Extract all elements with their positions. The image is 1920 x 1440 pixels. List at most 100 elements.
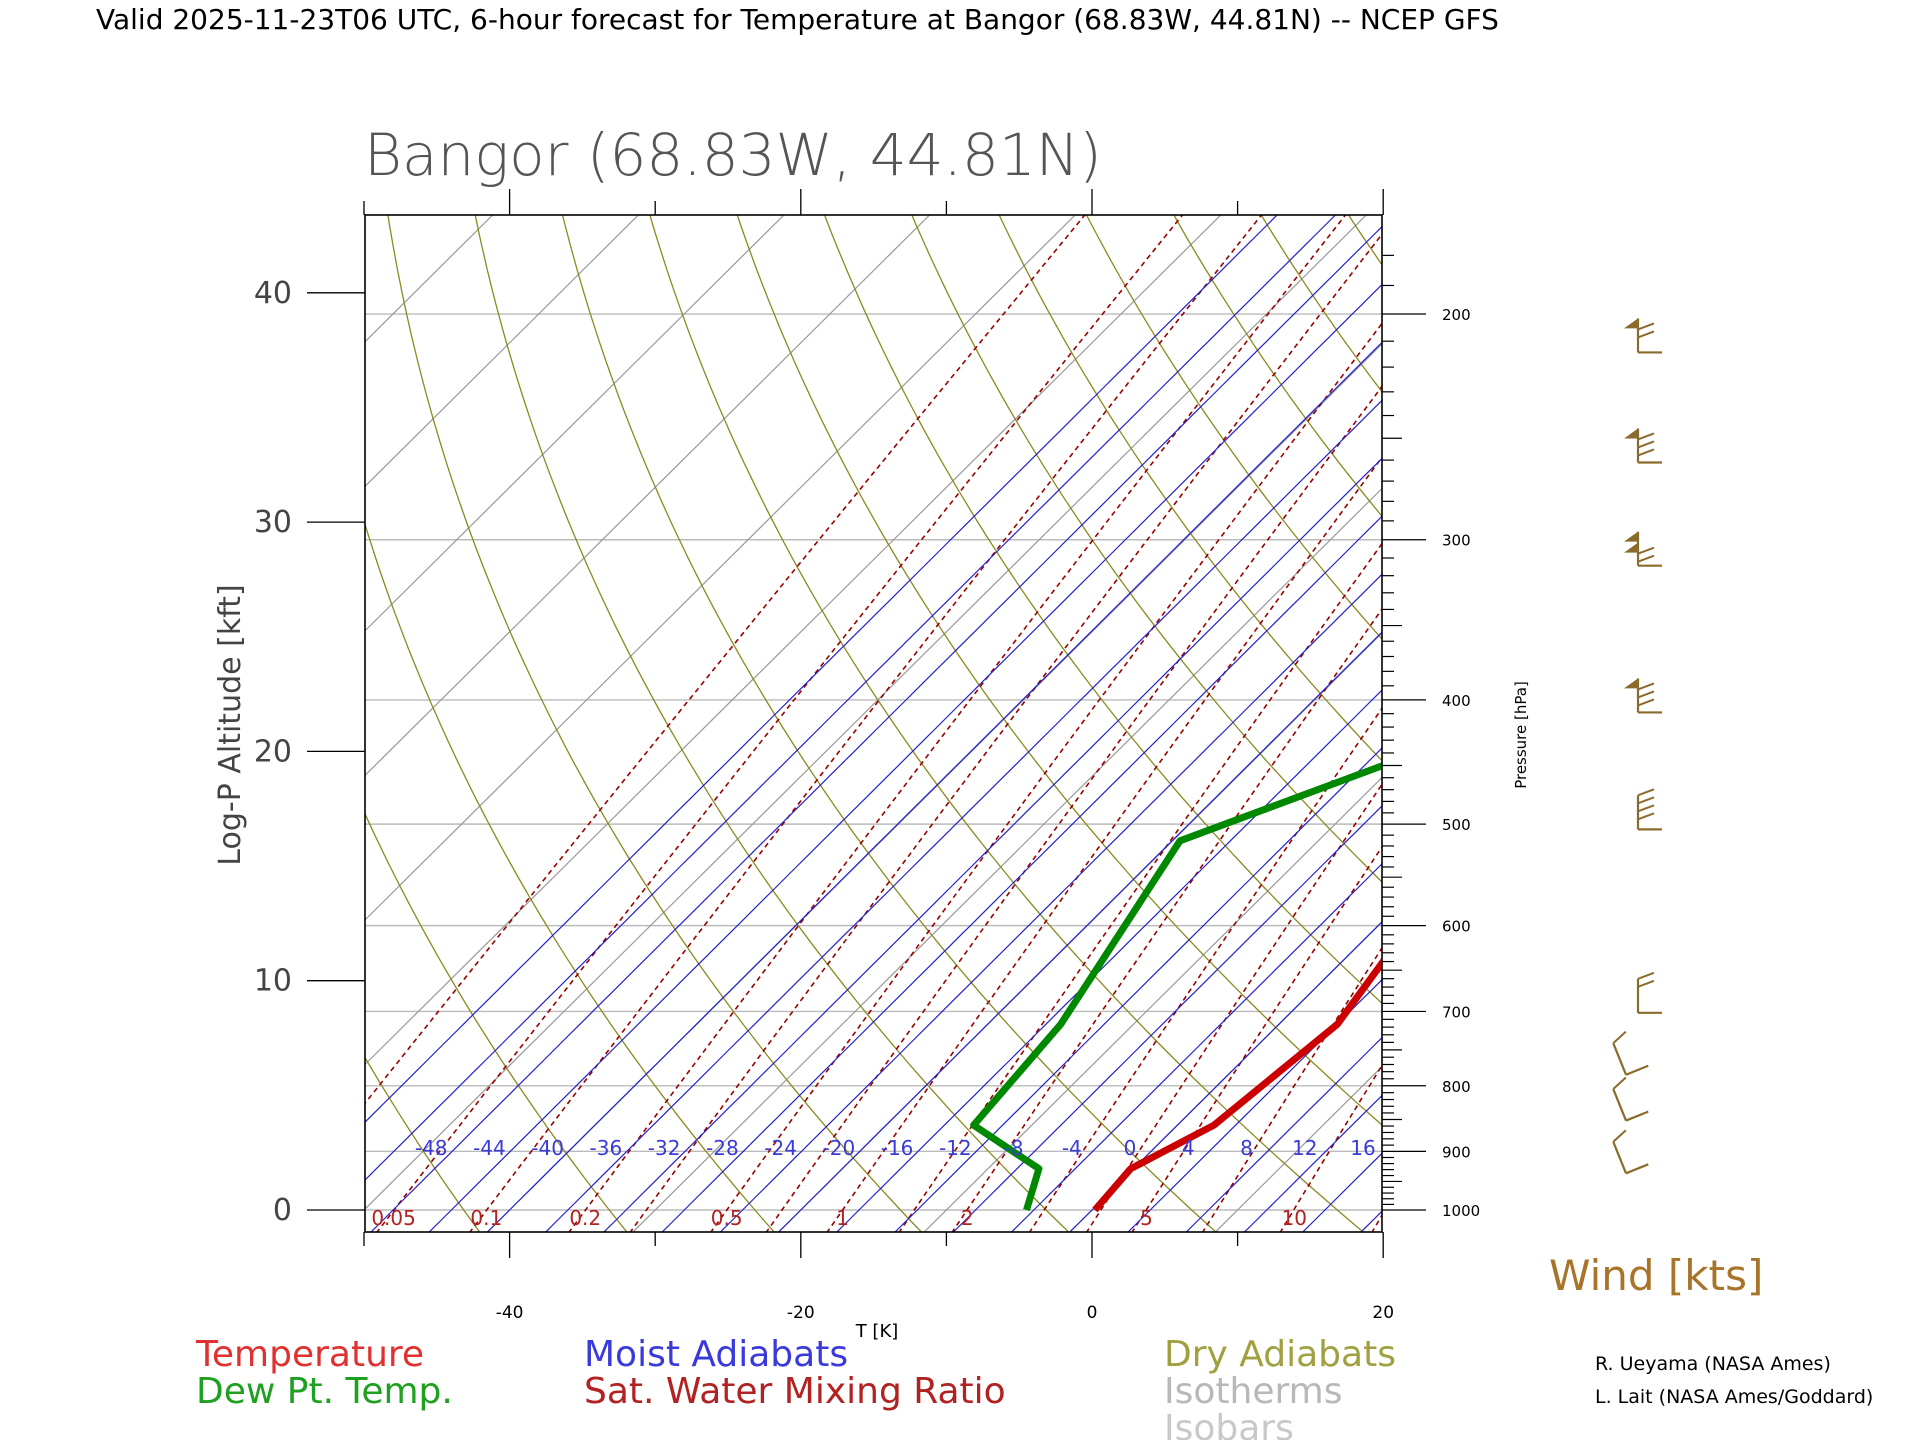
chart-title: Bangor (68.83W, 44.81N): [364, 121, 1102, 189]
wind-barb-feather: [1637, 979, 1655, 988]
wind-barb-glyph: [1636, 788, 1662, 831]
moist-adiabat-line: [1068, 920, 1382, 1232]
mixing-ratio-line: [826, 455, 1382, 1232]
wind-barb: [1636, 788, 1662, 831]
dry-adiabat-line: [649, 215, 1365, 1232]
wind-barb: [1636, 971, 1662, 1014]
y-tick-label: 20: [254, 734, 292, 769]
wind-barb-glyph: [1624, 678, 1662, 714]
wind-barb-feather: [1637, 788, 1655, 797]
moist-adiabat-line: [1477, 213, 1920, 1233]
plot-frame: [307, 189, 1426, 1258]
credit-2: L. Lait (NASA Ames/Goddard): [1595, 1386, 1873, 1408]
wind-barb-glyph: [1612, 1076, 1649, 1122]
moist-adiabat-label: -40: [531, 1136, 564, 1160]
dry-adiabat-line: [1696, 213, 1920, 1233]
background-lines: [0, 213, 1920, 1233]
legend-moist-adiabats: Moist Adiabats: [584, 1334, 848, 1375]
legend-mixing-ratio: Sat. Water Mixing Ratio: [584, 1371, 1006, 1412]
wind-barb-staff: [1612, 1042, 1628, 1076]
mixing-ratio-line: [709, 322, 1382, 1232]
mixing-ratio-label: 1: [836, 1206, 849, 1230]
credit-1: R. Ueyama (NASA Ames): [1595, 1353, 1831, 1375]
wind-barb: [1624, 318, 1662, 354]
wind-barb-staff: [1612, 1141, 1628, 1174]
wind-barb-feather: [1637, 448, 1655, 457]
temperature-line: [1092, 957, 1382, 1213]
x-tick-label: -40: [496, 1303, 524, 1323]
dry-adiabat-line: [1173, 215, 1382, 518]
moist-adiabat-label: 16: [1350, 1136, 1375, 1160]
wind-barb-pennant: [1624, 428, 1638, 439]
mixing-ratio-label: 10: [1282, 1206, 1307, 1230]
moist-adiabat-label: -32: [648, 1136, 681, 1160]
moist-adiabat-label: 4: [1182, 1136, 1195, 1160]
pressure-tick-label: 500: [1442, 816, 1471, 834]
moist-adiabat-line: [603, 457, 1382, 1232]
moist-adiabat-line: [894, 747, 1382, 1232]
wind-barb-feather: [1637, 971, 1655, 980]
legend-temperature: Temperature: [195, 1334, 424, 1375]
y-axis-label: Log-P Altitude [kft]: [213, 584, 248, 865]
wind-barb: [1612, 1030, 1649, 1076]
wind-barb-feather: [1637, 440, 1655, 449]
wind-barb-feather: [1637, 554, 1655, 563]
pressure-tick-label: 700: [1442, 1003, 1471, 1021]
wind-barb-feather: [1637, 322, 1655, 331]
wind-barb: [1612, 1129, 1649, 1175]
wind-barb-feather: [1637, 690, 1655, 699]
dry-adiabat-line: [0, 213, 186, 1233]
legend-dry-adiabats: Dry Adiabats: [1164, 1334, 1396, 1375]
wind-barb-feather: [1612, 1030, 1627, 1044]
moist-adiabat-line: [1127, 978, 1382, 1232]
wind-barb-feather: [1637, 796, 1655, 805]
y-tick-label: 30: [254, 505, 292, 540]
mixing-ratio-label: 2: [961, 1206, 974, 1230]
x-tick-label: 20: [1372, 1303, 1394, 1323]
mixing-ratio-line: [1028, 706, 1382, 1232]
wind-barb-feather: [1637, 432, 1655, 441]
moist-adiabat-label: -12: [939, 1136, 972, 1160]
y-tick-label: 0: [273, 1193, 292, 1228]
wind-barb-feather: [1637, 330, 1655, 339]
y2-axis-label: Pressure [hPa]: [1512, 681, 1530, 789]
wind-barb-feather: [1637, 804, 1655, 813]
dry-adiabat-line: [1783, 213, 1920, 1233]
wind-barb-pennant: [1624, 531, 1638, 542]
dry-adiabat-line: [1521, 213, 1920, 1233]
mixing-ratio-label: 0.05: [371, 1206, 416, 1230]
wind-barb: [1624, 428, 1662, 464]
wind-barb-glyph: [1624, 531, 1662, 567]
dry-adiabat-line: [1085, 215, 1382, 641]
isotherm-line: [923, 776, 1382, 1232]
pressure-tick-label: 900: [1442, 1143, 1471, 1161]
wind-barb-feather: [1637, 682, 1655, 691]
x-tick-label: -20: [787, 1303, 815, 1323]
dry-adiabat-line: [823, 215, 1382, 1005]
moist-adiabat-line: [365, 215, 1278, 1123]
wind-barb-glyph: [1636, 971, 1662, 1014]
pressure-tick-label: 800: [1442, 1078, 1471, 1096]
mixing-ratio-line: [365, 215, 1086, 1105]
moist-adiabat-line: [952, 805, 1382, 1232]
moist-adiabat-label: 12: [1292, 1136, 1317, 1160]
wind-barb-staff: [1612, 1088, 1628, 1121]
wind-barb: [1624, 678, 1662, 714]
wind-barb-feather: [1637, 698, 1655, 707]
axis-texts: -40 -20 0 200102030401000900800700600500400…: [254, 276, 1480, 1323]
isotherm-line: [365, 215, 1368, 1210]
moist-adiabat-label: -8: [1004, 1136, 1024, 1160]
dry-adiabat-line: [1870, 213, 1920, 1233]
dry-adiabat-line: [365, 522, 776, 1232]
dry-adiabat-line: [1434, 213, 1920, 1233]
mixing-ratio-line: [629, 233, 1382, 1232]
dry-adiabat-line: [1260, 215, 1382, 393]
mixing-ratio-line: [765, 385, 1382, 1232]
mixing-ratio-line: [1279, 1063, 1382, 1232]
moist-adiabat-line: [777, 631, 1382, 1232]
wind-barb-glyph: [1624, 428, 1662, 464]
wind-barb-base: [1625, 1110, 1649, 1122]
dry-adiabat-line: [998, 215, 1382, 762]
mixing-ratio-line: [898, 542, 1382, 1232]
